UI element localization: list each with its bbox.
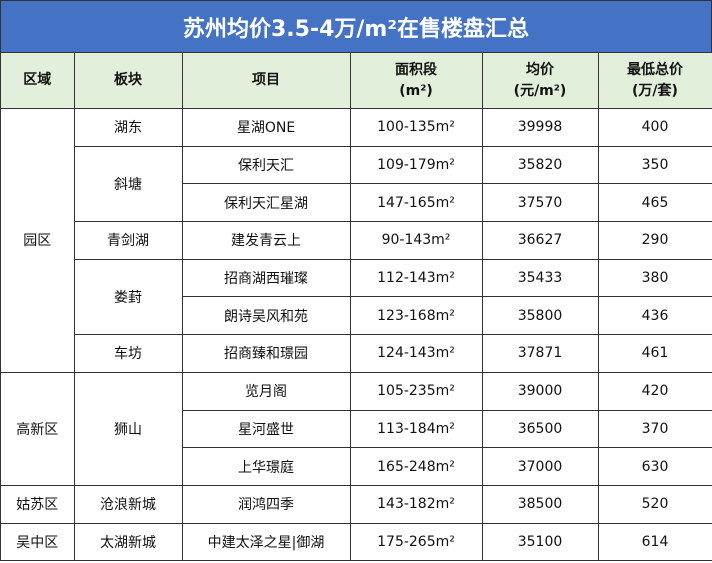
min-total-price-cell: 614 <box>597 522 712 562</box>
header-label: 均价 <box>526 61 554 78</box>
avg-price-cell: 35820 <box>481 145 599 185</box>
header-label: 区域 <box>23 72 52 88</box>
area-cell: 112-143m² <box>349 258 483 298</box>
table-row: 姑苏区 沧浪新城 润鸿四季 143-182m² 38500 520 <box>1 484 712 524</box>
min-total-price-cell: 520 <box>597 484 712 524</box>
block-cell: 狮山 <box>73 371 183 486</box>
listing-table: 区域 板块 项目 面积段 (m²) 均价 (元/m²) 最低总价 (万/套) 园区 湖东 星湖ONE… <box>1 53 712 562</box>
header-label: 项目 <box>252 72 280 88</box>
avg-price-cell: 35800 <box>481 296 599 336</box>
area-cell: 165-248m² <box>349 447 483 486</box>
area-cell: 113-184m² <box>349 409 483 449</box>
min-total-price-cell: 400 <box>597 108 712 147</box>
column-header: 均价 (元/m²) <box>481 53 599 109</box>
avg-price-cell: 39000 <box>481 371 599 411</box>
area-cell: 123-168m² <box>349 296 483 336</box>
table-row: 吴中区 太湖新城 中建太泽之星|御湖 175-265m² 35100 614 <box>1 522 712 562</box>
project-cell: 润鸿四季 <box>181 484 351 524</box>
avg-price-cell: 35433 <box>481 258 599 298</box>
block-cell: 车坊 <box>74 334 183 373</box>
project-cell: 朗诗吴风和苑 <box>182 296 351 336</box>
area-cell: 109-179m² <box>349 145 483 185</box>
project-cell: 招商湖西璀璨 <box>181 258 351 298</box>
project-cell: 中建太泽之星|御湖 <box>181 522 351 562</box>
project-cell: 览月阁 <box>181 371 351 411</box>
block-cell: 沧浪新城 <box>73 484 183 524</box>
district-cell: 园区 <box>1 108 75 373</box>
project-cell: 星河盛世 <box>182 409 351 449</box>
block-cell: 青剑湖 <box>74 221 183 260</box>
avg-price-cell: 38500 <box>481 484 599 524</box>
min-total-price-cell: 370 <box>597 409 712 449</box>
header-unit: (m²) <box>399 82 433 99</box>
avg-price-cell: 36627 <box>481 221 599 260</box>
area-cell: 147-165m² <box>349 183 483 223</box>
area-cell: 90-143m² <box>349 221 483 260</box>
min-total-price-cell: 461 <box>597 334 712 373</box>
project-cell: 保利天汇星湖 <box>182 183 351 223</box>
district-cell: 吴中区 <box>1 522 75 562</box>
column-header: 项目 <box>181 53 351 109</box>
project-cell: 上华璟庭 <box>182 447 351 486</box>
district-cell: 姑苏区 <box>1 484 75 524</box>
area-cell: 143-182m² <box>349 484 483 524</box>
avg-price-cell: 37000 <box>481 447 599 486</box>
area-cell: 124-143m² <box>349 334 483 373</box>
avg-price-cell: 37871 <box>481 334 599 373</box>
table-row: 高新区 狮山 览月阁 105-235m² 39000 420 <box>1 371 712 486</box>
avg-price-cell: 37570 <box>481 183 599 223</box>
table-row: 娄葑 招商湖西璀璨 112-143m² 35433 380 <box>1 258 712 336</box>
header-unit: (元/m²) <box>513 82 567 99</box>
project-cell: 招商臻和璟园 <box>181 334 351 373</box>
min-total-price-cell: 350 <box>597 145 712 185</box>
avg-price-cell: 35100 <box>481 522 599 562</box>
column-header: 板块 <box>73 53 183 109</box>
block-cell: 娄葑 <box>74 258 183 336</box>
table-row: 青剑湖 建发青云上 90-143m² 36627 290 <box>1 221 712 260</box>
header-label: 最低总价 <box>627 61 683 78</box>
min-total-price-cell: 436 <box>597 296 712 336</box>
avg-price-cell: 39998 <box>481 108 599 147</box>
area-cell: 175-265m² <box>349 522 483 562</box>
block-cell: 太湖新城 <box>73 522 183 562</box>
column-header: 面积段 (m²) <box>349 53 483 109</box>
header-label: 板块 <box>114 72 142 88</box>
project-cell: 建发青云上 <box>181 221 351 260</box>
min-total-price-cell: 630 <box>597 447 712 486</box>
min-total-price-cell: 465 <box>597 183 712 223</box>
table-row: 车坊 招商臻和璟园 124-143m² 37871 461 <box>1 334 712 373</box>
block-cell: 斜塘 <box>74 145 183 223</box>
min-total-price-cell: 290 <box>597 221 712 260</box>
table-row: 斜塘 保利天汇 109-179m² 35820 350 <box>1 145 712 223</box>
min-total-price-cell: 420 <box>597 371 712 411</box>
table-row: 星河盛世 113-184m² 36500 370 <box>1 409 712 449</box>
column-header: 最低总价 (万/套) <box>597 53 712 109</box>
district-cell: 高新区 <box>1 371 75 486</box>
column-header: 区域 <box>1 53 75 109</box>
area-cell: 100-135m² <box>349 108 483 147</box>
header-row: 区域 板块 项目 面积段 (m²) 均价 (元/m²) 最低总价 (万/套) <box>1 53 712 109</box>
area-cell: 105-235m² <box>349 371 483 411</box>
header-label: 面积段 <box>395 61 437 78</box>
table-title: 苏州均价3.5-4万/m²在售楼盘汇总 <box>1 1 712 53</box>
avg-price-cell: 36500 <box>481 409 599 449</box>
header-unit: (万/套) <box>632 82 678 99</box>
project-cell: 保利天汇 <box>181 145 351 185</box>
min-total-price-cell: 380 <box>597 258 712 298</box>
table-row: 园区 湖东 星湖ONE 100-135m² 39998 400 <box>1 108 712 373</box>
block-cell: 湖东 <box>73 108 183 147</box>
project-cell: 星湖ONE <box>181 108 351 147</box>
